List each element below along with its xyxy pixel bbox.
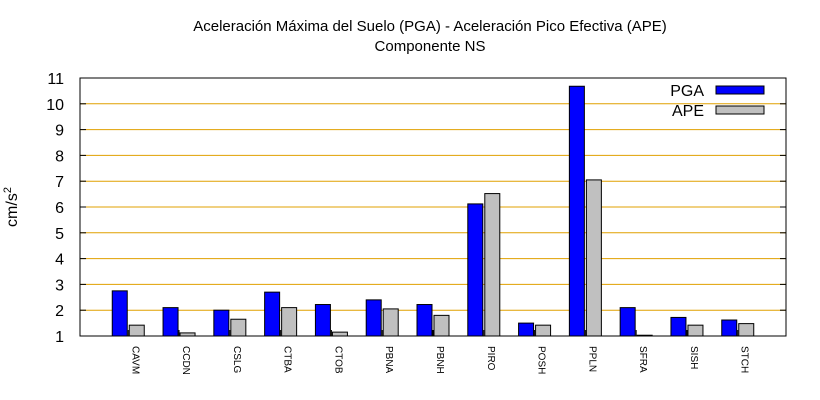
bar-ape-cavm — [128, 324, 145, 337]
y-tick-label: 10 — [46, 97, 64, 114]
x-axis-ticks: CAVM CCDN CSLG CTBA CTOB PBNA PBNH PIRO POSH PPLN… — [127, 330, 750, 375]
bar-pga-ctob — [314, 304, 331, 337]
x-tick-label: PBNA — [383, 346, 394, 374]
x-tick-label: STCH — [739, 346, 750, 373]
y-axis-ticks: 1 2 3 4 5 6 7 8 9 10 11 — [46, 71, 786, 346]
y-tick-label: 4 — [55, 252, 64, 269]
bar-ape-ctba — [281, 307, 298, 337]
x-tick-label: PBNH — [434, 346, 445, 374]
bar-pga-ctba — [264, 291, 281, 337]
bar-pga-cslg — [213, 309, 230, 337]
chart-title: Aceleración Máxima del Suelo (PGA) - Ace… — [193, 18, 667, 35]
bar-pga-pbna — [365, 299, 382, 337]
x-tick-label: CTOB — [332, 346, 343, 374]
bar-ape-pbnh — [433, 314, 450, 337]
y-tick-label: 9 — [55, 123, 64, 140]
y-tick-label: 8 — [55, 148, 64, 165]
y-tick-label: 7 — [55, 174, 64, 191]
x-tick-label: SISH — [688, 346, 699, 369]
bar-pga-piro — [467, 203, 484, 337]
bar-ape-stch — [738, 323, 755, 337]
legend-label-ape: APE — [672, 103, 704, 120]
chart-subtitle: Componente NS — [375, 38, 486, 55]
legend-swatch-pga — [715, 85, 765, 95]
bar-pga-ppln — [568, 85, 585, 337]
x-tick-label: CTBA — [282, 346, 293, 373]
y-axis-label: cm/s2 — [2, 187, 21, 227]
bar-pga-cavm — [111, 290, 128, 337]
x-tick-label: PIRO — [485, 346, 496, 371]
bar-ape-posh — [535, 324, 552, 337]
y-tick-label: 2 — [55, 303, 64, 320]
y-tick-label: 5 — [55, 226, 64, 243]
bar-pga-sish — [670, 316, 687, 337]
y-tick-label: 1 — [55, 329, 64, 346]
y-axis-label-superscript: 2 — [2, 187, 14, 193]
bar-pga-sfra — [619, 307, 636, 337]
bar-ape-sish — [687, 324, 704, 337]
x-tick-label: POSH — [536, 346, 547, 374]
bar-pga-posh — [518, 322, 535, 337]
bar-ape-ctob — [331, 331, 348, 337]
y-axis-label-text: cm/s — [4, 193, 21, 227]
y-tick-label: 6 — [55, 200, 64, 217]
bar-ape-pbna — [382, 308, 399, 337]
x-tick-label: PPLN — [586, 346, 597, 372]
legend-swatch-ape — [715, 105, 765, 115]
x-tick-label: SFRA — [637, 346, 648, 373]
bar-ape-ppln — [585, 179, 602, 337]
grid-lines — [80, 103, 786, 311]
bar-ape-piro — [484, 193, 501, 337]
bars — [111, 85, 755, 337]
legend: PGA APE — [670, 83, 765, 120]
legend-label-pga: PGA — [670, 83, 704, 100]
x-tick-label: CAVM — [129, 346, 140, 374]
bar-pga-ccdn — [162, 307, 179, 337]
bar-pga-pbnh — [416, 304, 433, 337]
x-tick-label: CSLG — [231, 346, 242, 373]
x-tick-label: CCDN — [180, 346, 191, 375]
y-tick-label: 11 — [47, 71, 64, 88]
bar-ape-cslg — [230, 318, 247, 337]
bar-pga-stch — [721, 319, 738, 337]
y-tick-label: 3 — [55, 277, 64, 294]
